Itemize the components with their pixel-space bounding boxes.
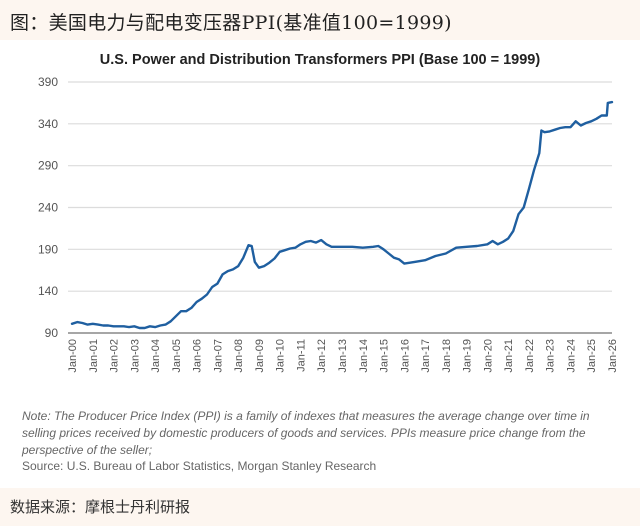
x-tick-label: Jan-08 <box>233 339 245 373</box>
x-tick-label: Jan-18 <box>441 339 453 373</box>
chart-title: U.S. Power and Distribution Transformers… <box>99 52 541 68</box>
x-tick-label: Jan-09 <box>254 339 266 373</box>
x-tick-label: Jan-14 <box>358 339 370 373</box>
x-tick-label: Jan-24 <box>565 339 577 373</box>
x-tick-label: Jan-03 <box>129 339 141 373</box>
gridlines <box>68 81 612 292</box>
x-tick-label: Jan-00 <box>67 339 79 373</box>
y-tick-label: 90 <box>45 326 59 340</box>
y-tick-label: 390 <box>38 75 58 89</box>
x-tick-label: Jan-10 <box>275 339 287 373</box>
data-source-caption: 数据来源：摩根士丹利研报 <box>10 498 191 516</box>
y-tick-label: 290 <box>38 159 58 173</box>
x-tick-label: Jan-22 <box>524 339 536 373</box>
series-line-ppi <box>70 100 614 330</box>
x-tick-label: Jan-19 <box>462 339 474 373</box>
chart-source: Source: U.S. Bureau of Labor Statistics,… <box>22 459 377 473</box>
x-tick-label: Jan-06 <box>192 339 204 373</box>
x-tick-label: Jan-16 <box>399 339 411 373</box>
footer-band: 数据来源：摩根士丹利研报 <box>0 488 640 526</box>
x-tick-label: Jan-07 <box>212 339 224 373</box>
chart-note: Note: The Producer Price Index (PPI) is … <box>22 409 590 457</box>
x-tick-label: Jan-01 <box>88 339 100 373</box>
y-tick-label: 340 <box>38 117 58 131</box>
y-axis-ticks: 90 140 190 240 290 340 390 <box>38 75 58 340</box>
y-tick-label: 240 <box>38 201 58 215</box>
x-tick-label: Jan-11 <box>295 339 307 372</box>
x-tick-label: Jan-05 <box>171 339 183 373</box>
x-tick-label: Jan-02 <box>109 339 121 373</box>
figure-caption: 图：美国电力与配电变压器PPI(基准值100=1999) <box>10 12 452 34</box>
x-tick-label: Jan-23 <box>545 339 557 373</box>
x-tick-label: Jan-17 <box>420 339 432 373</box>
x-tick-label: Jan-15 <box>379 339 391 373</box>
x-tick-label: Jan-21 <box>503 339 515 373</box>
x-tick-label: Jan-20 <box>482 339 494 373</box>
x-tick-label: Jan-25 <box>586 339 598 373</box>
x-tick-label: Jan-12 <box>316 339 328 373</box>
header-band: 图：美国电力与配电变压器PPI(基准值100=1999) <box>0 0 640 40</box>
y-tick-label: 190 <box>38 242 58 256</box>
x-axis-ticks: Jan-00 Jan-01 Jan-02 Jan-03 Jan-04 Jan-05 Jan-… <box>67 339 619 373</box>
x-tick-label: Jan-13 <box>337 339 349 373</box>
x-tick-label: Jan-26 <box>607 339 619 373</box>
y-tick-label: 140 <box>38 284 58 298</box>
x-tick-label: Jan-04 <box>150 339 162 373</box>
